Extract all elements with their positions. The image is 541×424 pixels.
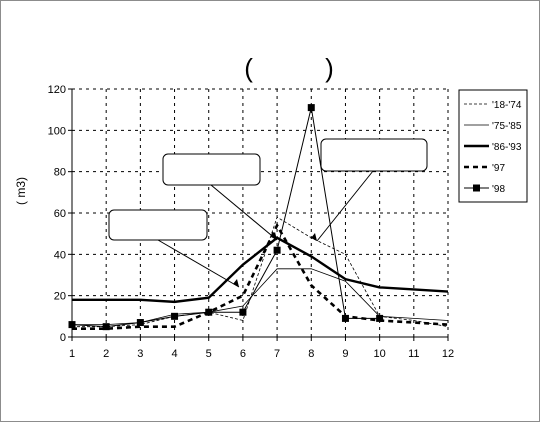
series-marker: [273, 246, 281, 254]
x-tick-label: 9: [342, 348, 348, 360]
x-tick-label: 8: [308, 348, 314, 360]
annotation-arrow: [210, 184, 278, 241]
annotation-box: [320, 138, 428, 172]
series-marker: [102, 323, 110, 331]
series-marker: [171, 312, 179, 320]
x-tick-label: 12: [442, 348, 454, 360]
series-marker: [205, 308, 213, 316]
annotation-arrowhead: [233, 279, 239, 287]
x-tick-label: 10: [374, 348, 386, 360]
annotation-arrow: [316, 170, 374, 242]
y-tick-label: 0: [60, 332, 66, 344]
legend-label: '97: [492, 163, 505, 174]
x-tick-label: 3: [137, 348, 143, 360]
y-tick-label: 80: [54, 167, 66, 179]
y-tick-label: 60: [54, 208, 66, 220]
x-tick-label: 1: [69, 348, 75, 360]
x-tick-label: 5: [206, 348, 212, 360]
series-marker: [239, 308, 247, 316]
series-marker: [376, 314, 384, 322]
legend-label: '75-'85: [492, 121, 522, 132]
y-tick-label: 40: [54, 249, 66, 261]
legend-label: '86-'93: [492, 142, 522, 153]
annotation-box: [162, 153, 261, 186]
x-tick-label: 2: [103, 348, 109, 360]
series-marker: [341, 314, 349, 322]
y-axis-label: ( m3): [14, 177, 28, 205]
series-line: [71, 107, 380, 328]
series-marker: [68, 321, 76, 329]
x-tick-label: 6: [240, 348, 246, 360]
x-tick-label: 4: [171, 348, 177, 360]
annotation-arrow: [157, 239, 240, 288]
legend-label: '98: [492, 184, 505, 195]
chart-title: ( ): [244, 53, 334, 83]
series-line: [72, 222, 449, 331]
y-tick-label: 120: [48, 84, 66, 96]
legend-label: '18-'74: [492, 100, 522, 111]
series-marker: [136, 319, 144, 327]
x-tick-label: 11: [408, 348, 419, 360]
legend-marker: [473, 184, 480, 192]
annotation-box: [108, 209, 208, 241]
series-line: [72, 268, 449, 326]
y-tick-label: 100: [48, 125, 66, 137]
series-line: [72, 236, 449, 304]
annotation-arrowhead: [311, 233, 317, 241]
series-marker: [307, 104, 315, 112]
x-tick-label: 7: [274, 348, 280, 360]
y-tick-label: 20: [54, 291, 66, 303]
